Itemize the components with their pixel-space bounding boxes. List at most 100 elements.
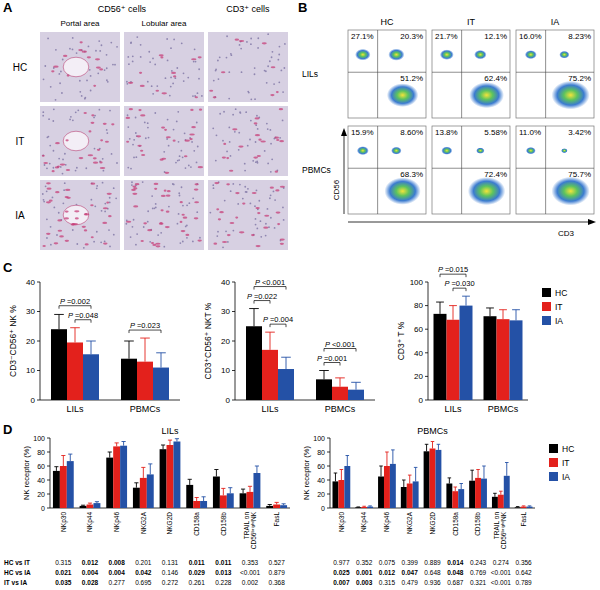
nucleus bbox=[133, 157, 135, 159]
stained-cell bbox=[198, 56, 202, 58]
error-bar bbox=[156, 353, 166, 368]
nucleus bbox=[106, 132, 108, 134]
plot-frame bbox=[432, 30, 510, 118]
nucleus bbox=[55, 99, 57, 101]
nucleus bbox=[130, 236, 132, 238]
chart: 010203040CD3⁺CD56⁺ NKT %LILsPBMCsP =0.00… bbox=[203, 278, 375, 414]
p-bracket bbox=[75, 320, 91, 323]
stained-cell bbox=[258, 139, 261, 141]
stained-cell bbox=[91, 236, 94, 238]
figure: ABCDCD56⁺ cellsPortal areaLobular areaCD… bbox=[0, 0, 600, 590]
y-tick-label: 60 bbox=[317, 463, 325, 470]
panel-label: A bbox=[3, 0, 13, 15]
category-label: TRAIL onCD56ᵇʳⁱᵍʰᵗNK bbox=[243, 511, 257, 549]
legend-label: IT bbox=[555, 302, 563, 312]
nucleus bbox=[49, 163, 51, 165]
bar bbox=[424, 451, 430, 508]
row-label: IA bbox=[15, 210, 25, 221]
p-table-cell: <0.001 bbox=[491, 569, 511, 576]
category-label: FasL bbox=[520, 512, 527, 527]
p-table-cell: 0.013 bbox=[215, 569, 232, 576]
y-tick bbox=[425, 376, 428, 377]
bar bbox=[384, 466, 390, 508]
error-bar bbox=[115, 443, 119, 447]
plot-marks bbox=[434, 296, 523, 400]
error-bar bbox=[459, 484, 463, 490]
histology-image bbox=[124, 180, 204, 250]
nucleus bbox=[279, 137, 281, 139]
nucleus bbox=[98, 40, 100, 42]
stained-cell bbox=[42, 155, 45, 157]
nucleus bbox=[55, 49, 57, 51]
y-tick bbox=[37, 370, 40, 371]
nucleus bbox=[183, 72, 185, 74]
nucleus bbox=[108, 229, 110, 231]
nucleus bbox=[168, 145, 170, 147]
nucleus bbox=[127, 114, 129, 116]
tissue-background bbox=[40, 32, 120, 102]
nucleus bbox=[61, 92, 63, 94]
nucleus bbox=[266, 82, 268, 84]
error-bar bbox=[379, 466, 383, 477]
nucleus bbox=[147, 81, 149, 83]
nucleus bbox=[83, 247, 85, 249]
stained-cell bbox=[226, 157, 229, 159]
stained-cell bbox=[65, 240, 69, 242]
error-bar bbox=[425, 444, 429, 451]
nucleus bbox=[76, 243, 78, 245]
category-label-line: NKp44 bbox=[86, 512, 94, 532]
nucleus bbox=[186, 237, 188, 239]
nucleus bbox=[247, 145, 249, 147]
nucleus bbox=[160, 232, 162, 234]
error-bar bbox=[505, 463, 509, 476]
error-bar bbox=[499, 491, 503, 495]
error-bar bbox=[68, 454, 72, 461]
nucleus bbox=[271, 158, 273, 160]
category-label-line: NKp46 bbox=[383, 512, 391, 532]
nucleus bbox=[244, 170, 246, 172]
stained-cell bbox=[102, 222, 107, 224]
nucleus bbox=[267, 128, 269, 130]
category-label-line: CD158a bbox=[452, 512, 459, 536]
bar bbox=[67, 342, 83, 400]
nucleus bbox=[90, 90, 92, 92]
p-bracket bbox=[440, 274, 466, 277]
stained-cell bbox=[89, 130, 92, 132]
legend-label: IA bbox=[555, 316, 563, 326]
stained-cell bbox=[257, 212, 260, 214]
p-table-cell: 0.695 bbox=[135, 579, 152, 586]
p-value-annotation: P =0.023 bbox=[130, 321, 160, 330]
category-label: NKp30 bbox=[338, 512, 346, 532]
nucleus bbox=[63, 189, 65, 191]
nucleus bbox=[163, 151, 165, 153]
stained-cell bbox=[132, 186, 136, 188]
stained-cell bbox=[166, 195, 171, 197]
bar bbox=[262, 350, 278, 400]
nucleus bbox=[132, 55, 134, 57]
stained-cell bbox=[166, 211, 170, 213]
stained-cell bbox=[218, 218, 221, 220]
column-header: HC bbox=[381, 17, 394, 27]
tissue-background bbox=[208, 180, 288, 250]
y-axis-label: CD3⁺CD56⁺ NKT % bbox=[203, 302, 213, 379]
stained-cell bbox=[66, 197, 70, 199]
nucleus bbox=[216, 235, 218, 237]
stained-cell bbox=[137, 145, 141, 147]
bar bbox=[51, 329, 67, 400]
y-tick-label: 0 bbox=[321, 505, 325, 512]
error-bar bbox=[95, 502, 99, 503]
stained-cell bbox=[254, 122, 258, 124]
stained-cell bbox=[143, 222, 147, 224]
error-bar bbox=[134, 483, 138, 488]
panel-label: D bbox=[3, 422, 12, 437]
stained-cell bbox=[189, 133, 195, 135]
nucleus bbox=[114, 64, 116, 66]
nucleus bbox=[184, 132, 186, 134]
chart: 020406080100NK receptor (%)LILsNKp30NKp4… bbox=[4, 426, 290, 586]
p-value-annotation: P =0.001 bbox=[317, 354, 347, 363]
nucleus bbox=[135, 132, 137, 134]
nucleus bbox=[109, 110, 111, 112]
nucleus bbox=[42, 193, 44, 195]
error-bar bbox=[351, 382, 361, 389]
bar bbox=[413, 481, 419, 508]
